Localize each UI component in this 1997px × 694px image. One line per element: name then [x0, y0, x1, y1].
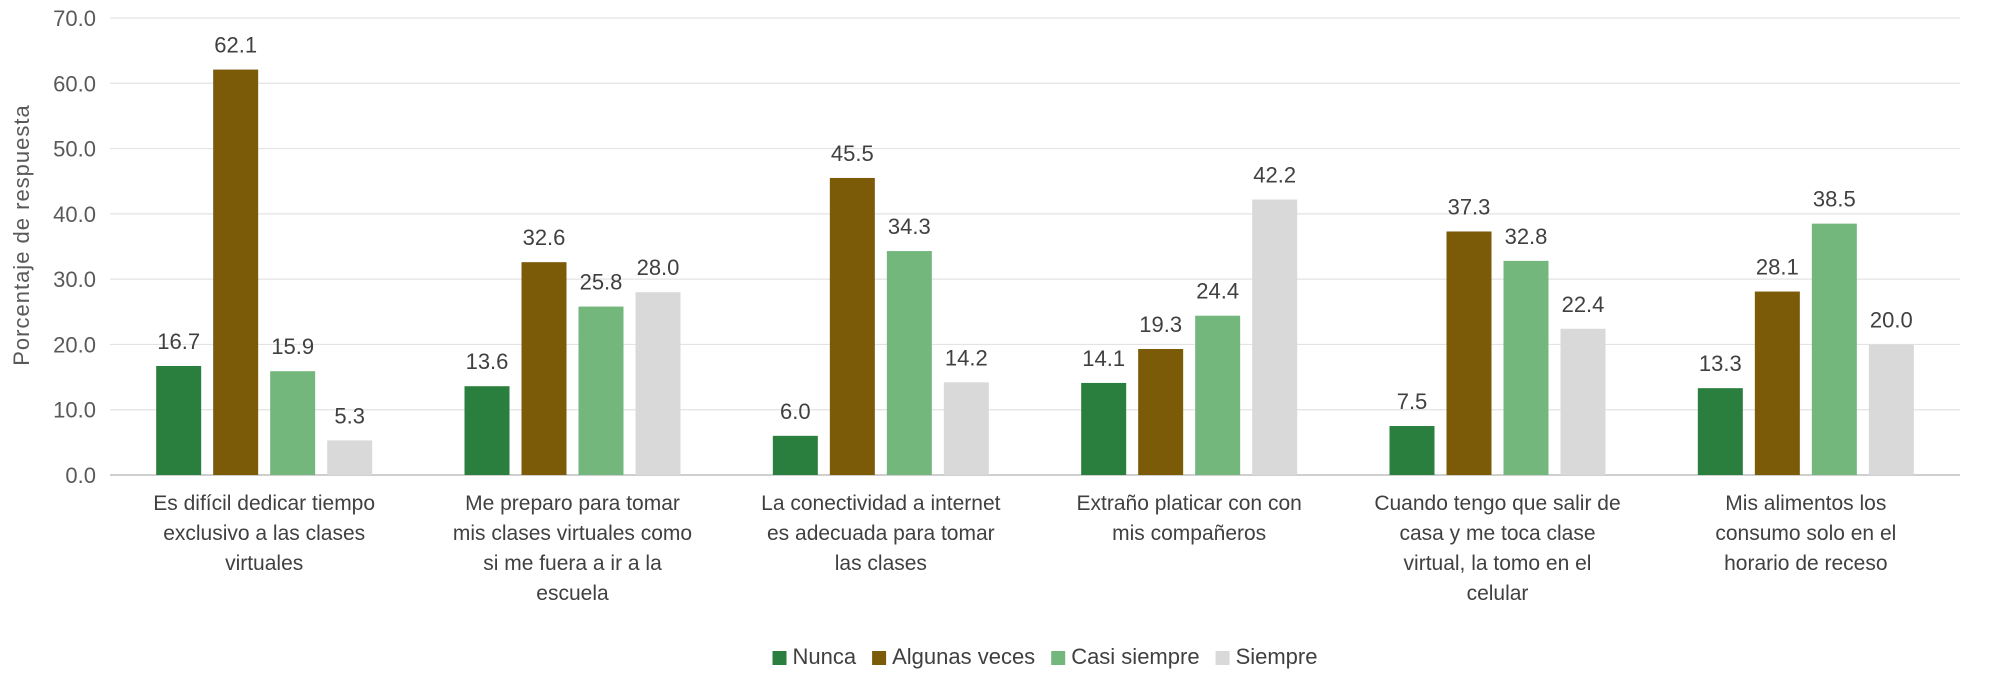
- y-tick-label: 10.0: [53, 398, 96, 423]
- y-tick-label: 40.0: [53, 202, 96, 227]
- data-label: 22.4: [1562, 292, 1605, 317]
- data-label: 42.2: [1253, 162, 1296, 187]
- legend-label: Casi siempre: [1071, 644, 1199, 669]
- bar-algunas-veces: [829, 177, 875, 475]
- legend-label: Siempre: [1236, 644, 1318, 669]
- bar-nunca: [1389, 426, 1435, 475]
- category-label: Me preparo para tomar mis clases virtuale…: [453, 492, 692, 605]
- data-label: 14.2: [945, 345, 988, 370]
- data-label: 5.3: [334, 403, 365, 428]
- bars: [156, 69, 1914, 475]
- bar-casi-siempre: [886, 251, 932, 475]
- bar-casi-siempre: [1811, 223, 1857, 475]
- category-label: Extraño platicar con con mis compañeros: [1077, 492, 1302, 545]
- y-axis-ticks: 0.0 10.0 20.0 30.0 40.0 50.0 60.0 70.0: [53, 6, 96, 488]
- bar-casi-siempre: [1195, 315, 1241, 475]
- bar-siempre: [943, 382, 989, 475]
- data-label: 37.3: [1448, 194, 1491, 219]
- data-label: 34.3: [888, 214, 931, 239]
- legend-item-casi-siempre: Casi siempre: [1051, 644, 1200, 669]
- legend-label: Nunca: [793, 644, 857, 669]
- bar-nunca: [1081, 382, 1127, 475]
- bar-siempre: [635, 292, 681, 475]
- legend-item-algunas-veces: Algunas veces: [872, 644, 1035, 669]
- bar-siempre: [1868, 344, 1914, 475]
- legend-item-siempre: Siempre: [1215, 644, 1318, 669]
- legend-swatch: [1051, 651, 1066, 665]
- data-label: 7.5: [1397, 389, 1428, 414]
- y-axis-title: Porcentaje de respuesta: [9, 104, 34, 366]
- bar-nunca: [772, 435, 818, 475]
- data-label: 62.1: [214, 33, 257, 58]
- data-label: 28.0: [637, 255, 680, 280]
- bar-casi-siempre: [578, 306, 624, 475]
- y-tick-label: 60.0: [53, 71, 96, 96]
- data-label: 6.0: [780, 399, 811, 424]
- bar-casi-siempre: [1503, 260, 1549, 475]
- legend-item-nunca: Nunca: [772, 644, 857, 669]
- data-label: 32.6: [523, 225, 566, 250]
- legend-swatch: [772, 651, 787, 665]
- data-label: 45.5: [831, 141, 874, 166]
- bar-nunca: [1697, 388, 1743, 475]
- data-label: 38.5: [1813, 187, 1856, 212]
- data-label: 28.1: [1756, 255, 1799, 280]
- data-labels: 16.7 62.1 15.9 5.3 13.6 32.6 25.8 28.0 6.0 45.5 34…: [157, 33, 1912, 429]
- category-labels: Es difícil dedicar tiempo exclusivo a las…: [153, 492, 1896, 605]
- bar-algunas-veces: [1138, 348, 1184, 475]
- data-label: 32.8: [1505, 224, 1548, 249]
- y-tick-label: 20.0: [53, 332, 96, 357]
- legend: Nunca Algunas veces Casi siempre Siempre: [772, 644, 1318, 669]
- category-label: La conectividad a internet es adecuada pa…: [761, 492, 1000, 575]
- y-tick-label: 50.0: [53, 137, 96, 162]
- y-tick-label: 0.0: [65, 463, 96, 488]
- data-label: 13.3: [1699, 351, 1742, 376]
- y-tick-label: 30.0: [53, 267, 96, 292]
- bar-casi-siempre: [270, 371, 316, 475]
- bar-siempre: [1560, 328, 1606, 475]
- legend-swatch: [1215, 651, 1230, 665]
- legend-swatch: [872, 651, 887, 665]
- category-label: Es difícil dedicar tiempo exclusivo a las…: [153, 492, 375, 575]
- category-label: Cuando tengo que salir de casa y me toca …: [1374, 492, 1620, 605]
- category-label: Mis alimentos los consumo solo en el horar…: [1715, 492, 1896, 575]
- bar-siempre: [1252, 199, 1298, 475]
- data-label: 15.9: [271, 334, 314, 359]
- bar-algunas-veces: [521, 262, 567, 475]
- data-label: 16.7: [157, 329, 200, 354]
- bar-siempre: [327, 440, 373, 475]
- bar-nunca: [464, 386, 510, 475]
- grid-layer: [110, 17, 1960, 476]
- bar-algunas-veces: [1754, 291, 1800, 475]
- data-label: 14.1: [1082, 346, 1125, 371]
- data-label: 19.3: [1139, 312, 1182, 337]
- bar-nunca: [156, 365, 202, 475]
- data-label: 20.0: [1870, 307, 1913, 332]
- legend-label: Algunas veces: [892, 644, 1035, 669]
- y-tick-label: 70.0: [53, 6, 96, 31]
- data-label: 25.8: [580, 270, 623, 295]
- bar-algunas-veces: [1446, 231, 1492, 475]
- bar-algunas-veces: [213, 69, 259, 475]
- data-label: 13.6: [466, 349, 509, 374]
- data-label: 24.4: [1196, 279, 1239, 304]
